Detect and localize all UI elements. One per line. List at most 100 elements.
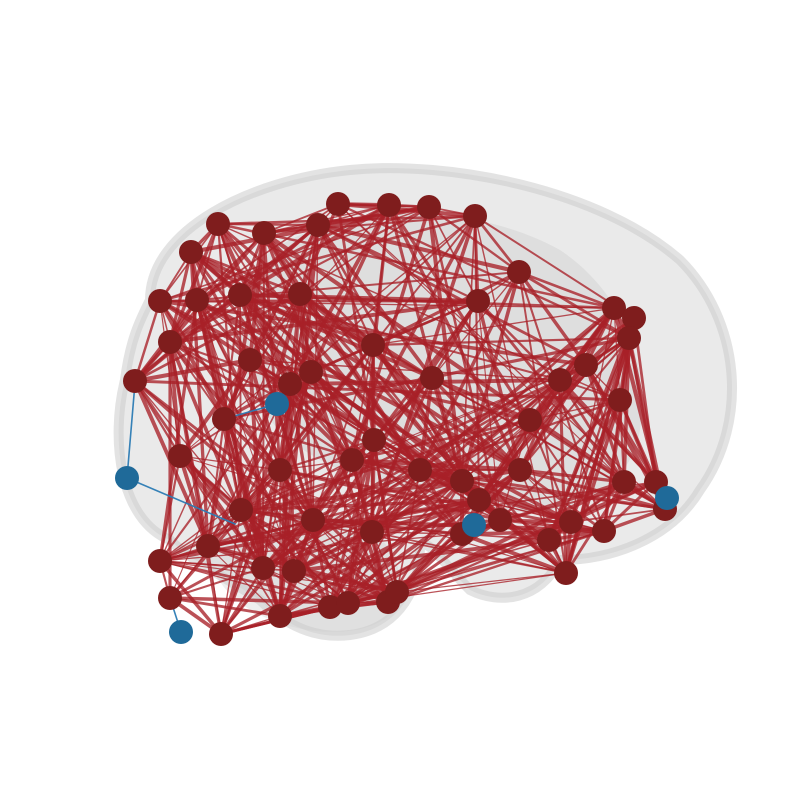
network-node [228,283,252,307]
network-edge [299,206,430,295]
network-edge [351,344,374,461]
network-edge [311,378,562,522]
network-edge [178,454,265,570]
network-edge [460,532,568,575]
network-node [617,326,641,350]
network-node [238,348,262,372]
network-node [408,458,432,482]
network-node [463,204,487,228]
network-edge [293,419,531,572]
network-nodes [123,192,677,646]
network-edge [558,378,626,484]
network-node [158,330,182,354]
network-node [196,534,220,558]
network-edge [196,299,295,572]
network-edge [206,417,226,548]
network-edge [168,299,480,344]
network-edge [584,363,626,484]
network-edge [474,215,550,541]
network-edge [223,293,301,420]
network-node [602,296,626,320]
network-edge [249,204,390,361]
network-edge [207,545,281,617]
network-edge [329,572,567,608]
network-node [362,428,386,452]
network-edge [347,469,421,604]
isolated-node [462,513,486,537]
network-node [209,622,233,646]
network-edge [239,508,296,573]
isolated-edge [126,477,236,525]
network-node [282,559,306,583]
network-node [488,508,512,532]
network-edge [178,358,252,458]
network-node [559,510,583,534]
network-edge [618,398,626,484]
network-edge [477,418,532,502]
network-edge [387,203,532,422]
network-node [622,306,646,330]
network-edge [240,509,398,593]
network-node [450,469,474,493]
network-node [278,372,302,396]
network-edge [195,203,391,302]
network-edge [498,398,622,522]
network-node [377,193,401,217]
network-node [537,528,561,552]
network-edge [207,545,222,635]
network-node [268,604,292,628]
isolated-node [115,466,139,490]
network-edge [518,468,626,484]
network-edge [396,469,421,593]
network-edge [132,357,253,384]
network-edge [312,344,374,521]
network-node [592,519,616,543]
network-edge [178,454,210,548]
network-edge [159,206,430,302]
network-node [612,470,636,494]
network-edge [262,419,531,569]
network-node [158,586,182,610]
isolated-nodes [115,392,679,644]
network-edge [189,250,302,296]
network-node [336,591,360,615]
network-edge [371,270,521,347]
network-node [123,369,147,393]
network-edge [350,418,532,462]
network-edge [168,468,282,600]
network-edge [158,214,477,303]
network-node [574,353,598,377]
network-edge [238,203,391,297]
network-edge [517,270,616,310]
network-edge [279,459,353,471]
network-edge [159,469,281,562]
network-edge [263,203,339,234]
network-edge [396,572,567,593]
network-node [252,221,276,245]
network-node [326,192,350,216]
network-edge [292,569,399,594]
network-edge [261,566,332,609]
network-edge [133,299,162,383]
network-edge [430,376,522,472]
network-edge [518,363,588,472]
network-edge [159,509,242,562]
network-node [185,288,209,312]
network-edge [261,468,422,570]
network-node [288,282,312,306]
network-edge [519,469,567,574]
network-edge [240,364,587,511]
network-edge [431,271,520,379]
network-edge [239,508,315,522]
network-edge [168,596,350,605]
network-edge [158,382,292,563]
network-node [548,368,572,392]
network-node [417,195,441,219]
network-edge [529,399,621,421]
network-node [148,549,172,573]
network-edge [371,336,631,347]
network-node [299,360,323,384]
network-node [306,213,330,237]
